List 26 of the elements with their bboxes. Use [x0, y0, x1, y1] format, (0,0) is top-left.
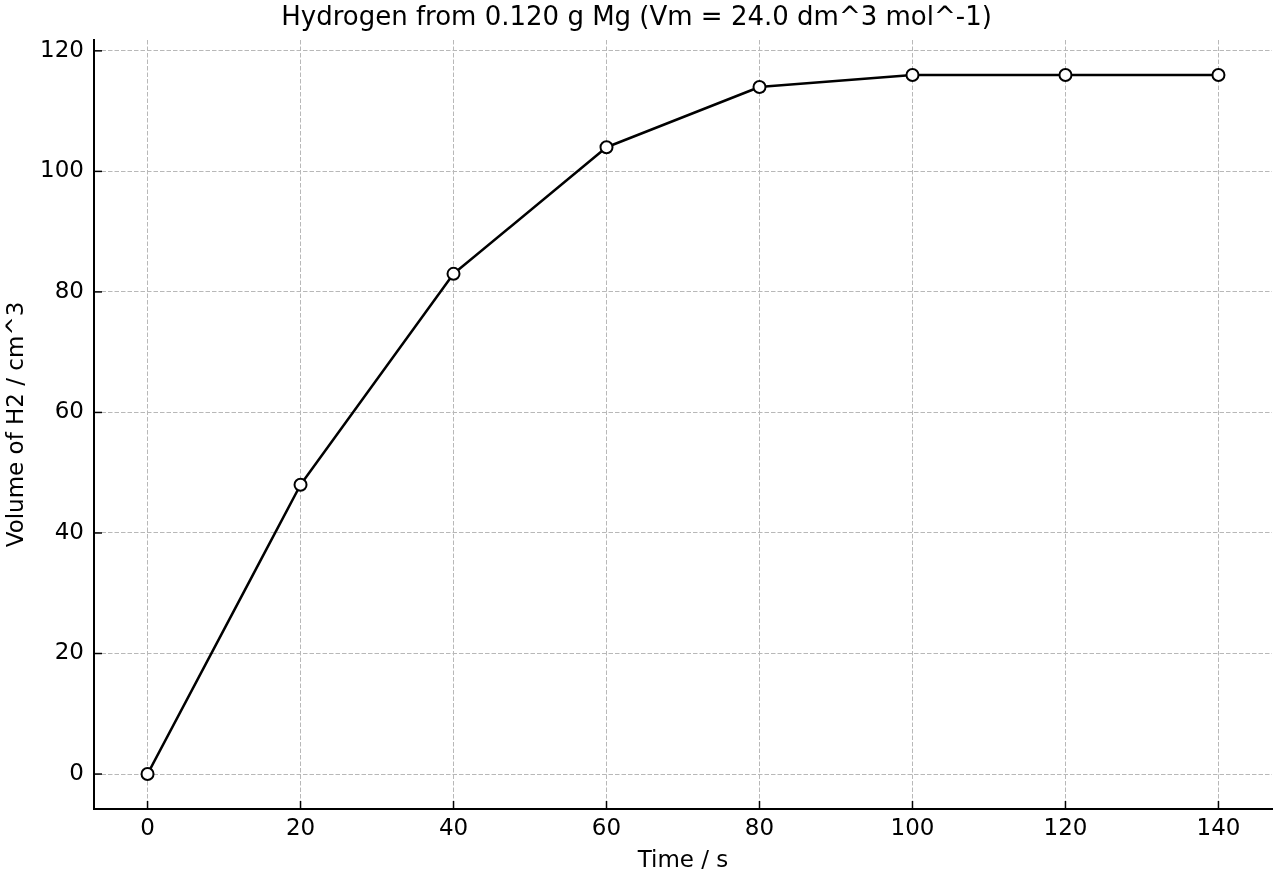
point: [1058, 67, 1073, 82]
y-tick-label: 80: [54, 276, 84, 303]
x-tick-label: 60: [591, 813, 622, 840]
point: [1211, 67, 1226, 82]
x-tick-label: 40: [438, 813, 469, 840]
point: [905, 67, 920, 82]
y-tick-label: 40: [54, 517, 84, 544]
y-tick-label: 20: [54, 638, 84, 665]
x-tick-label: 140: [1196, 813, 1241, 840]
point: [446, 266, 461, 281]
y-tick-label: 120: [40, 35, 84, 62]
point: [752, 80, 767, 95]
x-tick-label: 80: [744, 813, 775, 840]
y-axis-title: Volume of H2 / cm^3: [1, 301, 28, 548]
x-tick-label: 120: [1043, 813, 1088, 840]
x-tick-label: 0: [140, 813, 155, 840]
y-tick-label: 100: [40, 156, 84, 183]
y-tick-label: 0: [69, 759, 84, 786]
y-tick-label: 60: [54, 397, 84, 424]
x-axis-title: Time / s: [636, 846, 729, 873]
x-tick-label: 20: [285, 813, 316, 840]
point: [599, 140, 614, 155]
x-tick-label: 100: [890, 813, 935, 840]
point: [293, 477, 308, 492]
chart-title: Hydrogen from 0.120 g Mg (Vm = 24.0 dm^3 mol^-1): [281, 1, 992, 32]
point: [140, 767, 155, 782]
